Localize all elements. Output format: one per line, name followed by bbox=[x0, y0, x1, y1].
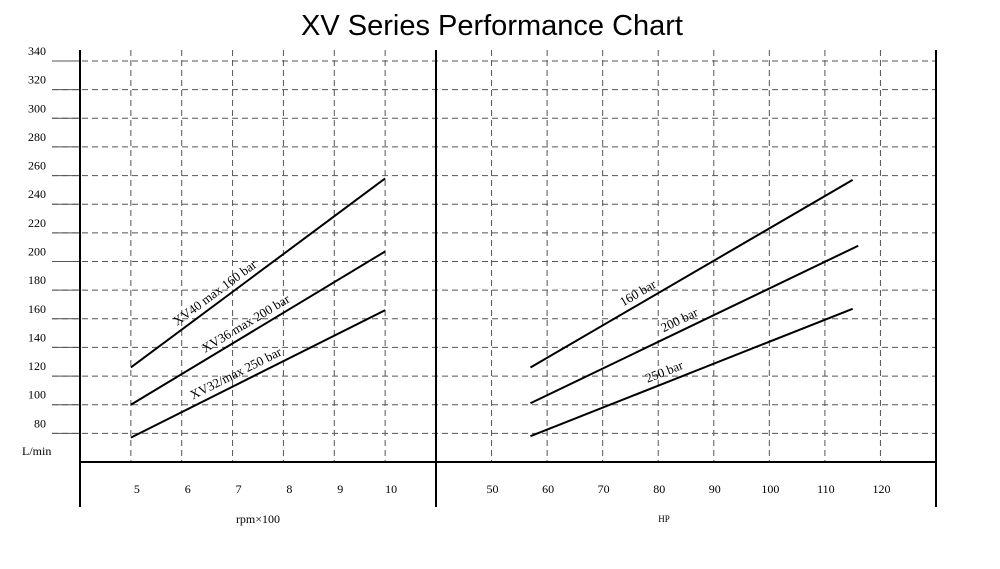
y-tick-label: 220 bbox=[28, 216, 46, 230]
x-axis-label-rpm: rpm×100 bbox=[236, 512, 280, 526]
y-tick-label: 200 bbox=[28, 245, 46, 259]
x-tick-label: 80 bbox=[653, 482, 665, 496]
series-line bbox=[530, 307, 854, 438]
y-tick-label: 160 bbox=[28, 302, 46, 316]
x-tick-label: 120 bbox=[872, 482, 890, 496]
series-line bbox=[130, 250, 386, 406]
y-tick-label: 300 bbox=[28, 101, 46, 115]
x-tick-label: 110 bbox=[817, 482, 835, 496]
y-tick-label: 180 bbox=[28, 273, 46, 287]
series-label: 200 bar bbox=[658, 304, 701, 335]
x-tick-label: 50 bbox=[487, 482, 499, 496]
y-axis-label: L/min bbox=[22, 444, 51, 458]
grid bbox=[52, 50, 936, 462]
x-tick-label: 10 bbox=[385, 482, 397, 496]
series-label: XV32/max 250 bar bbox=[187, 344, 284, 403]
series-line bbox=[529, 179, 854, 369]
chart-title: XV Series Performance Chart bbox=[301, 10, 683, 42]
tick-labels: 80 100 120 140 160 180 200 220 240 260 280 300 320 34… bbox=[28, 44, 890, 496]
series-line bbox=[130, 177, 386, 369]
x-tick-label: 6 bbox=[185, 482, 191, 496]
y-tick-label: 100 bbox=[28, 388, 46, 402]
x-tick-label: 100 bbox=[761, 482, 779, 496]
axes bbox=[79, 50, 937, 507]
x-tick-label: 90 bbox=[709, 482, 721, 496]
y-tick-label: 320 bbox=[28, 73, 46, 87]
series-label: 250 bar bbox=[643, 357, 686, 386]
series-line bbox=[130, 309, 386, 439]
x-tick-label: 60 bbox=[542, 482, 554, 496]
y-tick-label: 240 bbox=[28, 187, 46, 201]
x-tick-label: 5 bbox=[134, 482, 140, 496]
x-tick-label: 7 bbox=[236, 482, 242, 496]
y-tick-label: 340 bbox=[28, 44, 46, 58]
y-tick-label: 80 bbox=[34, 416, 46, 430]
x-axis-label-hp: HP bbox=[658, 514, 670, 524]
x-tick-label: 70 bbox=[598, 482, 610, 496]
y-tick-label: 280 bbox=[28, 130, 46, 144]
series bbox=[130, 177, 859, 439]
y-tick-label: 140 bbox=[28, 330, 46, 344]
y-tick-label: 120 bbox=[28, 359, 46, 373]
x-tick-label: 8 bbox=[286, 482, 292, 496]
x-tick-label: 9 bbox=[337, 482, 343, 496]
y-tick-label: 260 bbox=[28, 159, 46, 173]
series-line bbox=[530, 244, 859, 405]
